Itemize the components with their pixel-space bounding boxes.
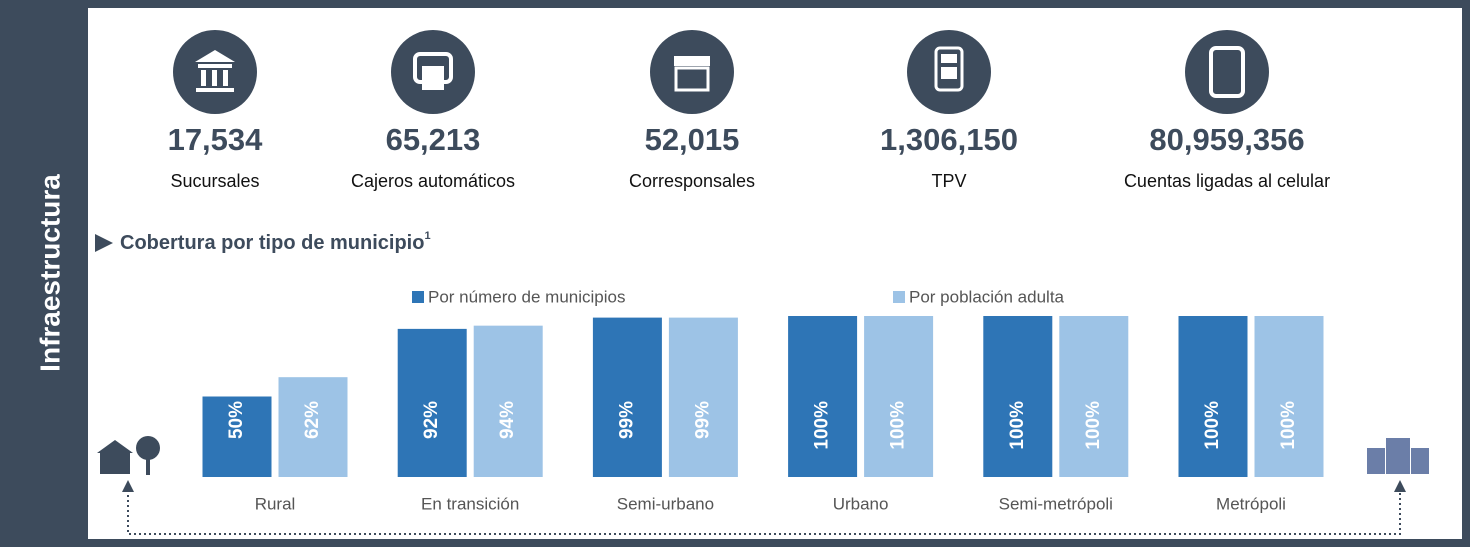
stat-label: Corresponsales — [629, 171, 755, 191]
arrow-head — [122, 480, 134, 492]
stat-value: 1,306,150 — [880, 122, 1018, 157]
glyph — [198, 64, 232, 68]
glyph — [941, 54, 957, 63]
icon-store — [650, 30, 734, 114]
legend-swatch — [412, 291, 424, 303]
building — [1386, 438, 1410, 474]
dotted-connector — [127, 490, 1401, 535]
glyph — [941, 67, 957, 79]
value-label: 100% — [1278, 401, 1299, 450]
icon-phone — [1185, 30, 1269, 114]
glyph — [223, 70, 228, 86]
glyph — [674, 56, 710, 66]
tree — [136, 436, 160, 460]
bar — [397, 328, 467, 477]
value-label: 100% — [1083, 401, 1104, 450]
glyph — [212, 70, 217, 86]
stat-value: 65,213 — [386, 122, 481, 157]
glyph — [201, 70, 206, 86]
glyph — [1209, 46, 1245, 98]
bar — [864, 316, 934, 477]
decor — [97, 436, 1429, 535]
house-roof — [97, 440, 133, 453]
legend-label: Por número de municipios — [428, 287, 625, 306]
chart-title: Cobertura por tipo de municipio1 — [120, 230, 431, 254]
stat-value: 17,534 — [168, 122, 264, 157]
x-tick-label: Metrópoli — [1216, 494, 1286, 513]
legend-label: Por población adulta — [909, 287, 1065, 306]
bar — [473, 325, 543, 477]
glyph — [195, 50, 235, 62]
bar — [592, 317, 662, 477]
value-label: 100% — [812, 401, 833, 450]
value-label: 100% — [888, 401, 909, 450]
tree-trunk — [146, 455, 150, 475]
value-label: 62% — [302, 401, 323, 439]
value-label: 50% — [226, 401, 247, 439]
x-tick-label: Urbano — [833, 494, 889, 513]
section-marker — [95, 234, 113, 252]
value-label: 99% — [616, 401, 637, 439]
bar — [202, 396, 272, 477]
bar — [788, 316, 858, 477]
bar — [1178, 316, 1248, 477]
value-label: 100% — [1202, 401, 1223, 450]
arrow-head — [1394, 480, 1406, 492]
stat-label: Cajeros automáticos — [351, 171, 515, 191]
house — [100, 452, 130, 474]
glyph — [674, 66, 710, 92]
x-tick-label: Semi-metrópoli — [999, 494, 1113, 513]
bar — [668, 317, 738, 477]
value-label: 99% — [692, 401, 713, 439]
stat-value: 80,959,356 — [1149, 122, 1304, 157]
stat-value: 52,015 — [645, 122, 740, 157]
glyph — [422, 66, 444, 90]
stat-label: Sucursales — [170, 171, 259, 191]
bar — [1254, 316, 1324, 477]
x-tick-label: Rural — [255, 494, 296, 513]
glyph — [934, 46, 964, 92]
building — [1367, 448, 1385, 474]
legend-swatch — [893, 291, 905, 303]
side-label: Infraestructura — [34, 174, 65, 372]
stat-label: TPV — [931, 171, 966, 191]
title-footnote: 1 — [424, 230, 430, 242]
chart-title-text: Cobertura por tipo de municipio — [120, 232, 424, 254]
value-label: 92% — [421, 401, 442, 439]
bar — [983, 316, 1053, 477]
stat-label: Cuentas ligadas al celular — [1124, 171, 1330, 191]
x-tick-label: En transición — [421, 494, 519, 513]
bar — [1059, 316, 1129, 477]
bar — [278, 377, 348, 477]
value-label: 94% — [497, 401, 518, 439]
icon-glyphs — [195, 46, 1245, 98]
building — [1411, 448, 1429, 474]
x-tick-label: Semi-urbano — [617, 494, 714, 513]
glyph — [196, 88, 234, 92]
value-label: 100% — [1007, 401, 1028, 450]
